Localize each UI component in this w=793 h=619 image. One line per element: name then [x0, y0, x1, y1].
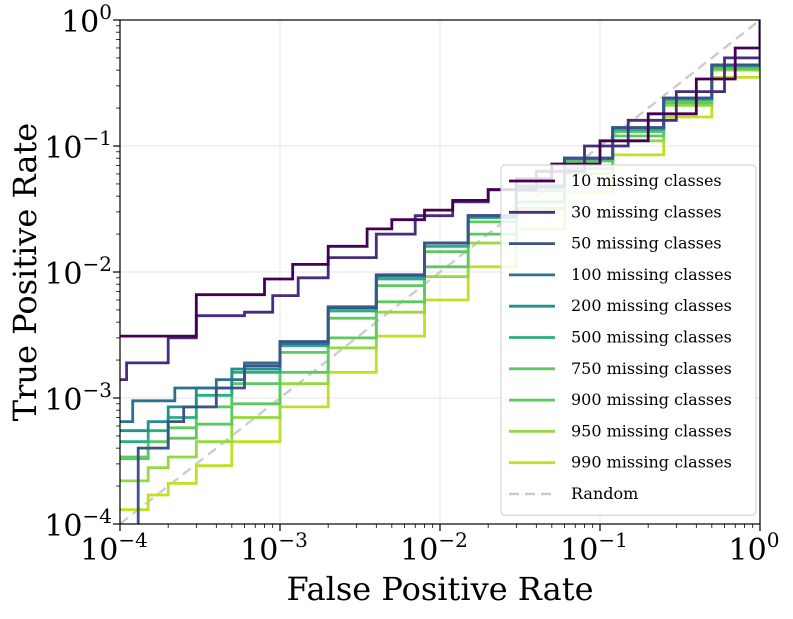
series-layer	[120, 20, 760, 524]
y-tick-label: 10−3	[44, 378, 112, 418]
y-tick-label-base: 10	[44, 383, 82, 418]
legend-label-9: 950 missing classes	[571, 421, 732, 440]
series-line-10	[120, 20, 760, 511]
y-tick-label-base: 10	[61, 5, 99, 40]
legend-label-11: Random	[571, 484, 638, 503]
legend-label-8: 900 missing classes	[571, 390, 732, 409]
y-tick-label-base: 10	[44, 509, 82, 544]
legend-label-10: 990 missing classes	[571, 453, 732, 472]
y-tick-label-exponent: 0	[99, 0, 112, 24]
x-tick-label: 10−4	[80, 528, 148, 568]
y-tick-label-exponent: −1	[83, 126, 112, 150]
legend-label-3: 50 missing classes	[571, 234, 722, 253]
legend-label-7: 750 missing classes	[571, 359, 732, 378]
x-tick-label: 10−2	[400, 528, 468, 568]
series-line-7	[120, 20, 760, 459]
series-line-3	[136, 20, 760, 524]
y-tick-label: 10−4	[44, 504, 112, 544]
axis-ticks	[113, 19, 761, 531]
x-tick-label-exponent: −2	[438, 528, 467, 552]
x-tick-label: 100	[729, 528, 780, 568]
series-line-11	[120, 20, 760, 524]
x-tick-label-base: 10	[729, 533, 767, 568]
series-line-9	[120, 20, 760, 483]
x-tick-label: 10−3	[240, 528, 308, 568]
x-tick-label-exponent: −1	[598, 528, 627, 552]
series-line-1	[120, 20, 760, 338]
y-tick-label: 100	[61, 0, 112, 40]
y-tick-label-exponent: −3	[83, 378, 112, 402]
legend-label-1: 10 missing classes	[571, 171, 722, 190]
legend-label-5: 200 missing classes	[571, 296, 732, 315]
y-tick-label-exponent: −4	[83, 504, 112, 528]
x-tick-label-base: 10	[80, 533, 118, 568]
x-tick-label-base: 10	[560, 533, 598, 568]
x-tick-label-exponent: −4	[118, 528, 147, 552]
y-tick-label-exponent: −2	[83, 252, 112, 276]
legend-label-2: 30 missing classes	[571, 202, 722, 221]
legend: 10 missing classes 30 missing classes 50 m…	[500, 164, 757, 516]
legend-box	[500, 164, 757, 516]
x-tick-label-base: 10	[400, 533, 438, 568]
y-tick-label: 10−1	[44, 126, 112, 166]
series-line-6	[120, 20, 760, 444]
x-tick-label: 10−1	[560, 528, 628, 568]
x-tick-label-exponent: −3	[278, 528, 307, 552]
y-axis-label: True Positive Rate	[6, 123, 44, 422]
legend-label-6: 500 missing classes	[571, 328, 732, 347]
y-tick-label-base: 10	[44, 131, 82, 166]
series-line-8	[120, 20, 760, 461]
y-tick-label-base: 10	[44, 257, 82, 292]
y-tick-label: 10−2	[44, 252, 112, 292]
x-tick-label-base: 10	[240, 533, 278, 568]
x-axis-label: False Positive Rate	[286, 570, 593, 608]
x-tick-label-exponent: 0	[767, 528, 780, 552]
legend-label-4: 100 missing classes	[571, 265, 732, 284]
